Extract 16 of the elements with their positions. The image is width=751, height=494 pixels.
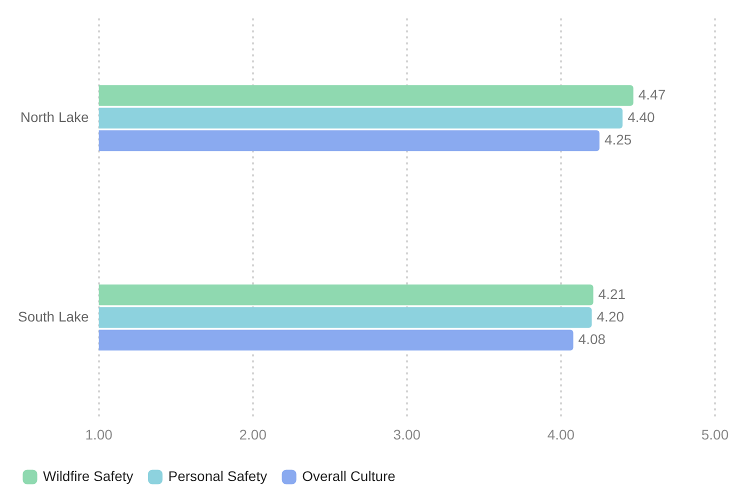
data-label: 4.21: [598, 286, 626, 302]
data-label: 4.25: [604, 132, 632, 148]
data-label: 4.47: [638, 86, 666, 102]
data-label: 4.20: [596, 308, 624, 324]
x-tick-label: 1.00: [85, 426, 113, 442]
y-tick-label: North Lake: [20, 108, 90, 125]
x-tick-label: 5.00: [701, 426, 729, 442]
data-label: 4.40: [628, 108, 656, 125]
legend-label: Wildfire Safety: [43, 468, 134, 484]
x-tick-label: 3.00: [393, 426, 421, 442]
x-tick-label: 2.00: [239, 426, 267, 442]
legend-label: Personal Safety: [168, 468, 268, 484]
data-label: 4.08: [578, 330, 606, 347]
y-tick-label: South Lake: [18, 308, 90, 324]
x-tick-label: 4.00: [547, 426, 575, 442]
legend-label: Overall Culture: [302, 468, 396, 484]
